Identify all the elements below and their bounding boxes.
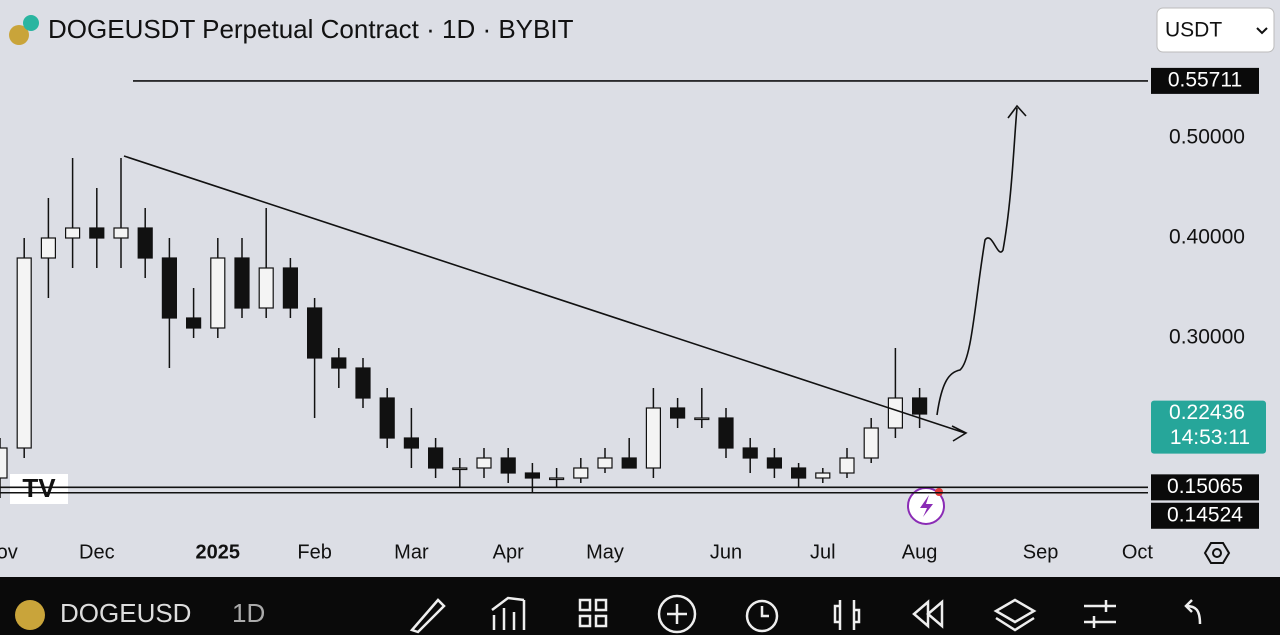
objects[interactable] — [993, 598, 1037, 632]
candle-body — [524, 472, 541, 479]
x-tick-label: Dec — [79, 541, 115, 563]
x-tick-label: Aug — [902, 541, 938, 563]
plot-area — [0, 158, 928, 498]
logo — [10, 474, 68, 504]
candle-body — [621, 457, 637, 469]
candle-body — [766, 457, 783, 469]
bolt — [920, 495, 933, 517]
gear — [1203, 542, 1231, 564]
toolbar-interval[interactable]: 1D — [232, 598, 265, 628]
chevron — [1256, 27, 1268, 35]
y-tick-label: 0.30000 — [1169, 326, 1245, 349]
trend-line — [123, 155, 968, 442]
add[interactable] — [657, 594, 697, 634]
candle-body — [379, 397, 395, 439]
candle-body — [863, 427, 879, 459]
candle-body — [403, 437, 419, 449]
price-label: 0.14524 — [1167, 503, 1243, 526]
x-tick-label: May — [586, 541, 624, 563]
candle-body — [669, 407, 686, 419]
alert[interactable] — [745, 599, 779, 633]
candle-body — [790, 467, 807, 479]
currency-select[interactable] — [1156, 7, 1275, 53]
candle-body — [548, 477, 565, 481]
candle-body — [742, 447, 758, 459]
exchange-icon — [23, 15, 39, 31]
candle-body — [476, 457, 492, 469]
candle-body — [40, 237, 57, 259]
candle-body — [452, 467, 468, 471]
y-tick-label: 0.40000 — [1169, 226, 1245, 249]
gear-hole — [1212, 548, 1222, 558]
projection-arrow — [936, 104, 1027, 416]
undo[interactable] — [1184, 599, 1202, 625]
candle-body — [89, 227, 105, 239]
add-plus — [667, 604, 687, 624]
candle-body — [815, 472, 831, 479]
toolbar — [0, 577, 1280, 635]
candle-body — [500, 457, 516, 474]
candle-body — [694, 417, 710, 421]
candle-body — [113, 227, 129, 239]
y-tick-label: 0.50000 — [1169, 126, 1245, 149]
price-label: 0.55711 — [1168, 68, 1242, 91]
candle-body — [718, 417, 734, 449]
candle-body — [186, 317, 202, 329]
symbol-icon — [15, 600, 45, 630]
price-label-box — [1151, 502, 1259, 529]
candle-body — [331, 357, 347, 369]
layouts[interactable] — [578, 598, 608, 628]
candle-body — [0, 447, 8, 479]
candle-body — [307, 307, 323, 359]
price-label: 0.15065 — [1167, 475, 1243, 498]
replay[interactable] — [912, 599, 944, 629]
x-tick-label: Oct — [1122, 541, 1154, 563]
candle-body — [839, 457, 855, 474]
candle-body — [573, 467, 589, 479]
candle-body — [645, 407, 662, 469]
last-price: 0.22436 — [1169, 401, 1245, 424]
price-label-box — [1151, 474, 1259, 501]
coin-icon — [9, 25, 29, 45]
candle-body — [258, 267, 274, 309]
toolbar-symbol[interactable]: DOGEUSD — [60, 598, 191, 628]
indicators[interactable] — [491, 596, 526, 630]
candle-body — [355, 367, 371, 399]
x-tick-label: 2025 — [196, 541, 241, 563]
x-tick-label: Apr — [493, 541, 524, 563]
toolbar-icons — [409, 594, 1202, 634]
x-tick-label: Jun — [710, 541, 742, 563]
settings[interactable] — [1084, 600, 1116, 628]
candle-body — [887, 397, 904, 429]
alert-hands — [760, 606, 769, 618]
chart-title: DOGEUSDT Perpetual Contract · 1D · BYBIT — [48, 14, 574, 44]
candle-body — [64, 227, 81, 239]
candle-body — [234, 257, 250, 309]
candle-body — [210, 257, 226, 329]
countdown: 14:53:11 — [1170, 426, 1250, 449]
candle-body — [282, 267, 298, 309]
x-tick-label: Mar — [394, 541, 429, 563]
bar-type[interactable] — [833, 600, 861, 630]
x-tick-label: Jul — [810, 541, 836, 563]
candle-body — [16, 257, 32, 449]
x-tick-label: Sep — [1023, 541, 1059, 563]
price-label-box — [1151, 67, 1259, 94]
candle-body — [137, 227, 153, 259]
last-price-box — [1151, 400, 1266, 454]
candle-body — [161, 257, 177, 319]
candle-body — [911, 397, 928, 415]
settings-icon[interactable] — [1203, 542, 1231, 564]
currency[interactable]: USDT — [1165, 19, 1222, 42]
x-tick-label: Feb — [297, 541, 331, 563]
candle-body — [428, 447, 444, 469]
x-tick-label: Nov — [0, 541, 18, 563]
candle-body — [597, 457, 613, 469]
draw-tool[interactable] — [409, 598, 446, 634]
